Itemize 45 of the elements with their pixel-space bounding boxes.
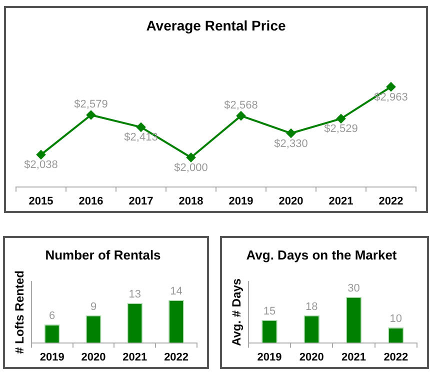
data-label: 6 xyxy=(49,310,56,322)
x-tick-label: 2019 xyxy=(40,351,64,364)
point xyxy=(86,110,96,120)
data-label: $2,568 xyxy=(224,99,258,112)
x-tick-label: 2018 xyxy=(178,195,204,208)
x-tick-label: 2021 xyxy=(122,351,148,364)
data-label: 10 xyxy=(390,313,402,326)
data-label: $2,000 xyxy=(174,162,208,174)
x-tick-label: 2022 xyxy=(384,351,408,364)
point xyxy=(236,111,246,120)
x-tick-label: 2016 xyxy=(78,195,104,208)
data-label: 15 xyxy=(263,305,276,318)
x-tick-label: 2021 xyxy=(342,351,366,364)
x-tick-label: 2019 xyxy=(257,351,282,364)
x-tick-label: 2019 xyxy=(228,195,254,208)
x-tick-label: 2021 xyxy=(328,195,354,208)
point xyxy=(186,152,196,162)
data-label: 14 xyxy=(170,285,182,298)
chart-title: Average Rental Price xyxy=(146,17,286,34)
data-label: $2,529 xyxy=(324,123,358,136)
y-axis-title: # Lofts Rented xyxy=(12,270,27,354)
data-label: $2,038 xyxy=(24,159,58,172)
chart-title: Number of Rentals xyxy=(45,247,161,262)
x-tick-label: 2020 xyxy=(278,195,304,208)
data-label: 30 xyxy=(348,282,360,294)
chart-title: Avg. Days on the Market xyxy=(246,247,398,262)
data-label: 18 xyxy=(306,300,318,313)
data-label: $2,413 xyxy=(124,132,158,144)
data-label: $2,579 xyxy=(74,98,108,111)
x-tick-label: 2020 xyxy=(299,351,324,364)
point xyxy=(36,150,46,160)
point xyxy=(386,82,396,92)
data-label: 9 xyxy=(90,300,97,313)
data-label: $2,330 xyxy=(274,138,308,150)
data-label: 13 xyxy=(128,288,142,301)
point xyxy=(286,128,296,138)
x-tick-label: 2020 xyxy=(81,351,106,364)
point xyxy=(336,114,346,124)
x-tick-label: 2017 xyxy=(128,195,154,208)
x-tick-label: 2022 xyxy=(164,351,189,364)
data-label: $2,963 xyxy=(374,91,408,104)
point xyxy=(136,122,146,132)
x-tick-label: 2022 xyxy=(378,195,404,208)
y-axis-title: Avg. # Days xyxy=(230,278,244,346)
x-tick-label: 2015 xyxy=(28,195,54,208)
